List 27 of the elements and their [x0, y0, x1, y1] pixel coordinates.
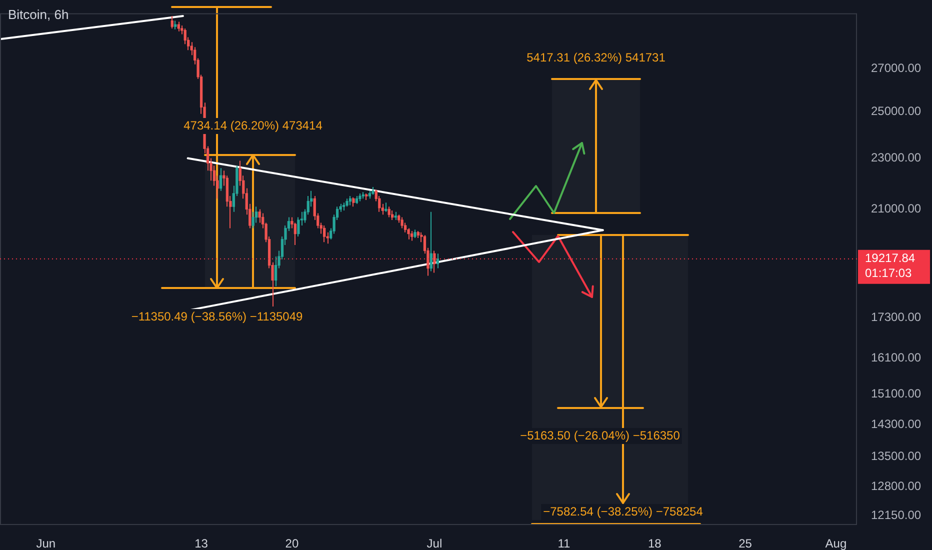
- annotation: −11350.49 (−38.56%) −1135049: [131, 309, 304, 324]
- x-tick-label: 13: [194, 536, 208, 550]
- x-tick-label: 18: [648, 536, 662, 550]
- y-tick-label: 14300.00: [871, 416, 922, 431]
- annotation: −7582.54 (−38.25%) −758254: [543, 504, 704, 518]
- annotation: 4734.14 (26.20%) 473414: [184, 118, 323, 132]
- ref-line-label: 19217.84: [865, 251, 916, 266]
- y-tick-label: 17300.00: [871, 310, 922, 324]
- chart-title: Bitcoin, 6h: [8, 7, 69, 22]
- x-tick-label: Jul: [426, 536, 442, 550]
- annotation: 5417.31 (26.32%) 541731: [526, 50, 666, 64]
- x-tick-label: Jun: [36, 536, 56, 550]
- y-tick-label: 12150.00: [871, 508, 922, 522]
- y-tick-label: 13500.00: [871, 449, 922, 464]
- y-tick-label: 15100.00: [871, 386, 922, 400]
- y-tick-label: 16100.00: [871, 350, 922, 364]
- x-tick-label: 25: [738, 536, 752, 550]
- x-tick-label: 20: [285, 536, 299, 550]
- x-tick-label: 11: [558, 536, 571, 550]
- y-tick-label: 25000.00: [871, 104, 922, 118]
- text: 01:17:03: [865, 266, 912, 280]
- y-tick-label: 23000.00: [871, 150, 922, 165]
- x-tick-label: Aug: [825, 536, 847, 550]
- y-tick-label: 27000.00: [871, 60, 922, 75]
- annotation: −5163.50 (−26.04%) −516350: [520, 428, 680, 442]
- y-tick-label: 21000.00: [871, 202, 922, 216]
- y-tick-label: 12800.00: [871, 478, 922, 493]
